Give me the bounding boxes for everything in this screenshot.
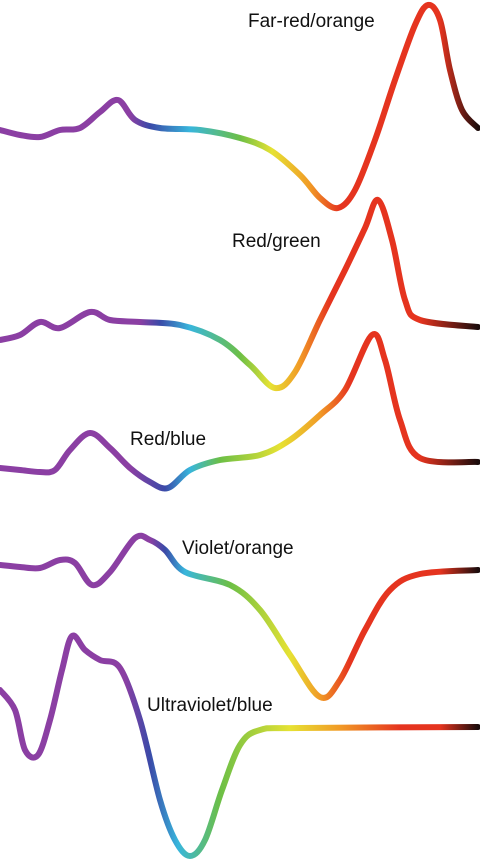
spectral-curve [0, 532, 480, 701]
spectral-curve [0, 1, 480, 212]
curve-label: Ultraviolet/blue [147, 695, 273, 716]
spectral-curve [0, 331, 480, 492]
curve-label: Red/blue [130, 429, 206, 450]
curve-label: Violet/orange [182, 538, 294, 559]
curve-label: Far-red/orange [248, 11, 375, 32]
curve-label: Red/green [232, 231, 321, 252]
spectral-curve [0, 632, 480, 859]
spectral-curve [0, 197, 480, 392]
